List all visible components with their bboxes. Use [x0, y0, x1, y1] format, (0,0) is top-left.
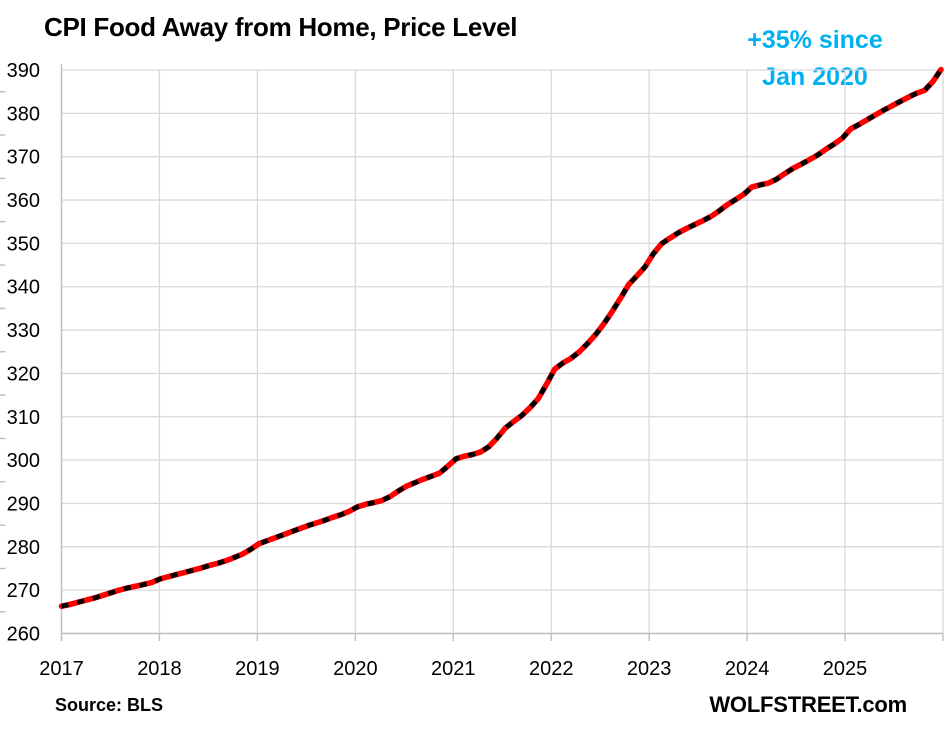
x-tick-label: 2024 [725, 658, 770, 680]
x-axis-labels: 2017 2018 2019 2020 2021 2022 2023 2024 2025 [39, 658, 867, 680]
y-axis-labels: 260 270 280 290 300 310 320 330 340 350 360 370 380 3… [7, 60, 40, 646]
cpi-series-line-red [58, 66, 944, 609]
y-tick-label: 360 [7, 190, 40, 212]
y-tick-label: 300 [7, 450, 40, 472]
x-tick-label: 2023 [627, 658, 672, 680]
y-tick-label: 320 [7, 363, 40, 385]
axes [0, 64, 944, 641]
y-tick-label: 280 [7, 537, 40, 559]
x-tick-label: 2019 [235, 658, 280, 680]
source-label: Source: BLS [55, 695, 164, 715]
y-tick-label: 290 [7, 493, 40, 515]
cpi-series-line-black-dashes [61, 68, 943, 609]
annotation-line1: +35% since [747, 26, 883, 54]
x-tick-label: 2025 [823, 658, 868, 680]
x-tick-label: 2022 [529, 658, 574, 680]
y-tick-label: 270 [7, 580, 40, 602]
y-gridlines [61, 69, 943, 635]
annotation-35pct-since-jan-2020: +35% since Jan 2020 [700, 22, 930, 96]
y-tick-label: 260 [7, 624, 40, 646]
y-tick-label: 340 [7, 277, 40, 299]
x-tick-label: 2021 [431, 658, 476, 680]
y-tick-label: 330 [7, 320, 40, 342]
watermark-wolfstreet: WOLFSTREET.com [709, 692, 907, 717]
x-tick-label: 2018 [137, 658, 182, 680]
annotation-line2: Jan 2020 [762, 63, 868, 91]
y-tick-label: 380 [7, 103, 40, 125]
y-tick-label: 350 [7, 233, 40, 255]
y-tick-label: 370 [7, 147, 40, 169]
y-tick-label: 390 [7, 60, 40, 82]
x-tick-label: 2020 [333, 658, 378, 680]
x-gridlines [60, 70, 944, 634]
chart-title: CPI Food Away from Home, Price Level [44, 12, 518, 42]
x-tick-label: 2017 [39, 658, 84, 680]
y-tick-label: 310 [7, 407, 40, 429]
